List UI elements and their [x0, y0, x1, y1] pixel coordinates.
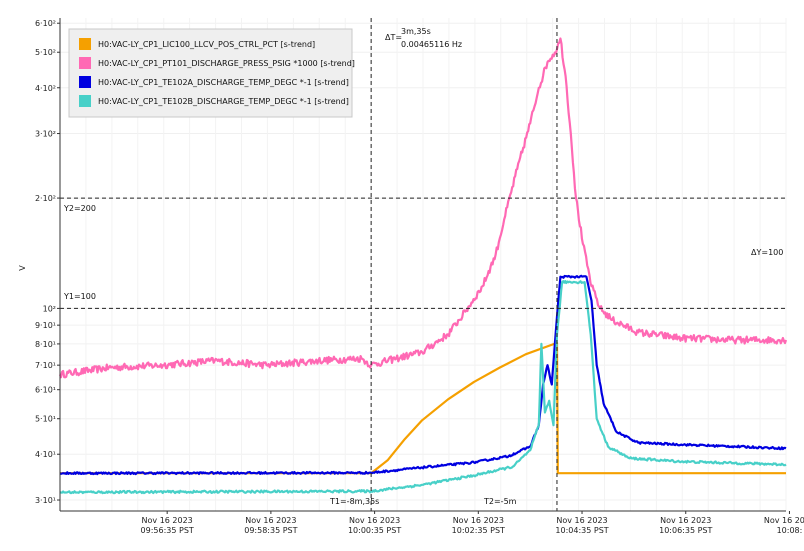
legend-swatch [79, 57, 91, 69]
legend-label: H0:VAC-LY_CP1_LIC100_LLCV_POS_CTRL_PCT [… [98, 40, 315, 49]
y-tick-label: 4·10² [35, 84, 56, 93]
delta-y-label: ΔY=100 [751, 248, 783, 257]
series-line-1 [58, 37, 788, 379]
x-tick-time: 09:58:35 PST [244, 526, 297, 535]
t1-cursor-label: T1=-8m,35s [329, 497, 379, 506]
y-tick-label: 5·10¹ [35, 415, 56, 424]
legend-box [68, 28, 353, 118]
x-tick-date: Nov 16 2023 [660, 516, 711, 525]
y-tick-label: 9·10¹ [35, 321, 56, 330]
legend-swatch [79, 95, 91, 107]
y1-cursor-label: Y1=100 [63, 292, 96, 301]
legend-swatch [79, 76, 91, 88]
y-tick-label: 3·10² [35, 130, 56, 139]
y-tick-label: 5·10² [35, 48, 56, 57]
y-axis-label: V [18, 265, 27, 271]
y-tick-label: 3·10¹ [35, 496, 56, 505]
y-tick-label: 8·10¹ [35, 340, 56, 349]
series-line-2 [59, 274, 787, 476]
cursor-annotations: ΔT= 3m,35s 0.00465116 Hz ΔY=100 Y2=200 Y… [63, 27, 783, 506]
x-tick-time: 10:08: [777, 526, 803, 535]
y2-cursor-label: Y2=200 [63, 204, 96, 213]
x-tick-date: Nov 16 2023 [349, 516, 400, 525]
x-tick-date: Nov 16 2023 [453, 516, 504, 525]
x-tick-date: Nov 16 2023 [142, 516, 193, 525]
x-tick-time: 10:00:35 PST [348, 526, 401, 535]
legend-label: H0:VAC-LY_CP1_PT101_DISCHARGE_PRESS_PSIG… [98, 59, 355, 68]
legend-label: H0:VAC-LY_CP1_TE102A_DISCHARGE_TEMP_DEGC… [98, 78, 349, 87]
x-tick-time: 10:06:35 PST [659, 526, 712, 535]
x-tick-date: Nov 16 2023 [556, 516, 607, 525]
y-tick-label: 4·10¹ [35, 450, 56, 459]
x-tick-date: Nov 16 2023 [764, 516, 804, 525]
y-tick-label: 6·10¹ [35, 386, 56, 395]
y-tick-label: 2·10² [35, 194, 56, 203]
delta-t-prefix: ΔT= [385, 33, 402, 42]
legend-label: H0:VAC-LY_CP1_TE102B_DISCHARGE_TEMP_DEGC… [98, 97, 349, 106]
y-tick-label: 10² [43, 304, 56, 313]
y-tick-label: 6·10² [35, 19, 56, 28]
x-tick-time: 10:02:35 PST [452, 526, 505, 535]
x-tick-date: Nov 16 2023 [245, 516, 296, 525]
y-tick-label: 7·10¹ [35, 361, 56, 370]
delta-t-label: 3m,35s [401, 27, 431, 36]
x-tick-time: 09:56:35 PST [141, 526, 194, 535]
legend[interactable]: H0:VAC-LY_CP1_LIC100_LLCV_POS_CTRL_PCT [… [68, 28, 355, 118]
series-line-3 [59, 280, 787, 495]
cursor-layer [60, 18, 786, 511]
y-tick-labels: 3·10¹ 4·10¹ 5·10¹ 6·10¹ 7·10¹ 8·10¹ 9·10¹ 10² 2·… [35, 19, 60, 505]
t2-cursor-label: T2=-5m [483, 497, 517, 506]
delta-t-frequency: 0.00465116 Hz [401, 40, 462, 49]
legend-swatch [79, 38, 91, 50]
x-tick-time: 10:04:35 PST [555, 526, 608, 535]
